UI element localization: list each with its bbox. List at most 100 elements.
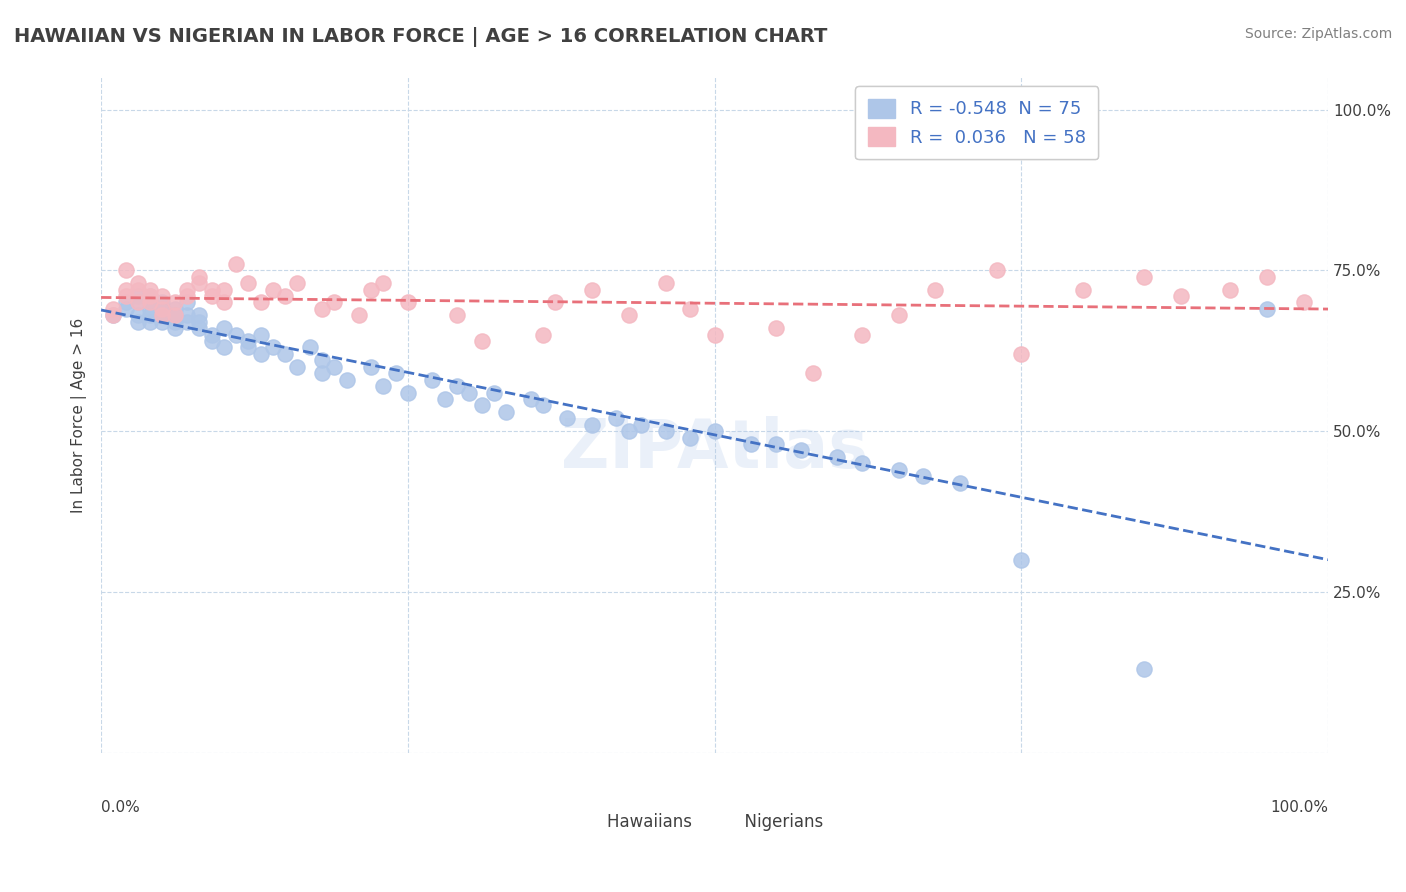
Point bbox=[801, 366, 824, 380]
Text: 100.0%: 100.0% bbox=[1270, 800, 1329, 815]
Point bbox=[127, 295, 149, 310]
Point bbox=[765, 321, 787, 335]
Point bbox=[323, 295, 346, 310]
Y-axis label: In Labor Force | Age > 16: In Labor Force | Age > 16 bbox=[72, 318, 87, 513]
Point bbox=[433, 392, 456, 406]
Point bbox=[114, 283, 136, 297]
Point bbox=[139, 295, 162, 310]
Point bbox=[335, 373, 357, 387]
Point bbox=[188, 276, 211, 290]
Point bbox=[986, 263, 1008, 277]
Point bbox=[103, 309, 125, 323]
Point bbox=[581, 283, 603, 297]
Point bbox=[152, 289, 174, 303]
Point bbox=[495, 405, 517, 419]
Point bbox=[446, 309, 468, 323]
Point bbox=[103, 309, 125, 323]
Point bbox=[163, 321, 186, 335]
Point bbox=[1256, 269, 1278, 284]
Point bbox=[287, 359, 309, 374]
Point bbox=[127, 276, 149, 290]
Point bbox=[212, 341, 235, 355]
Point bbox=[581, 417, 603, 432]
Point bbox=[274, 347, 297, 361]
Point bbox=[163, 301, 186, 316]
Point bbox=[176, 309, 198, 323]
Point bbox=[249, 347, 271, 361]
Point bbox=[262, 341, 284, 355]
Point bbox=[617, 309, 640, 323]
Point bbox=[274, 289, 297, 303]
Point bbox=[1010, 552, 1032, 566]
Point bbox=[311, 366, 333, 380]
Point bbox=[188, 269, 211, 284]
Point bbox=[470, 398, 492, 412]
Point bbox=[531, 398, 554, 412]
Point bbox=[544, 295, 567, 310]
Point bbox=[384, 366, 406, 380]
Point bbox=[1010, 347, 1032, 361]
Point bbox=[519, 392, 541, 406]
Point bbox=[654, 424, 676, 438]
Point bbox=[225, 327, 247, 342]
Point bbox=[630, 417, 652, 432]
Text: Hawaiians          Nigerians: Hawaiians Nigerians bbox=[606, 814, 823, 831]
Point bbox=[311, 301, 333, 316]
Point bbox=[114, 301, 136, 316]
Point bbox=[1256, 301, 1278, 316]
Point bbox=[176, 315, 198, 329]
Point bbox=[127, 315, 149, 329]
Point bbox=[176, 295, 198, 310]
Point bbox=[262, 283, 284, 297]
Point bbox=[789, 443, 811, 458]
Point bbox=[470, 334, 492, 348]
Point bbox=[163, 295, 186, 310]
Point bbox=[139, 289, 162, 303]
Point bbox=[103, 301, 125, 316]
Point bbox=[163, 309, 186, 323]
Point bbox=[482, 385, 505, 400]
Point bbox=[1170, 289, 1192, 303]
Point bbox=[679, 430, 702, 444]
Point bbox=[311, 353, 333, 368]
Legend: R = -0.548  N = 75, R =  0.036   N = 58: R = -0.548 N = 75, R = 0.036 N = 58 bbox=[855, 87, 1098, 160]
Point bbox=[238, 276, 260, 290]
Point bbox=[1292, 295, 1315, 310]
Point bbox=[827, 450, 849, 464]
Point bbox=[212, 321, 235, 335]
Point bbox=[127, 289, 149, 303]
Point bbox=[396, 385, 419, 400]
Point bbox=[887, 463, 910, 477]
Point bbox=[114, 289, 136, 303]
Point bbox=[163, 309, 186, 323]
Point bbox=[1133, 662, 1156, 676]
Point bbox=[1133, 269, 1156, 284]
Point bbox=[912, 469, 935, 483]
Point bbox=[323, 359, 346, 374]
Point bbox=[249, 327, 271, 342]
Point bbox=[1219, 283, 1241, 297]
Point bbox=[851, 456, 873, 470]
Point bbox=[127, 309, 149, 323]
Point bbox=[200, 289, 222, 303]
Point bbox=[287, 276, 309, 290]
Point bbox=[139, 295, 162, 310]
Point bbox=[152, 309, 174, 323]
Point bbox=[212, 283, 235, 297]
Point bbox=[152, 301, 174, 316]
Point bbox=[163, 315, 186, 329]
Point bbox=[557, 411, 579, 425]
Point bbox=[654, 276, 676, 290]
Point bbox=[225, 257, 247, 271]
Point bbox=[200, 327, 222, 342]
Point bbox=[765, 437, 787, 451]
Point bbox=[139, 283, 162, 297]
Point bbox=[114, 263, 136, 277]
Point bbox=[127, 295, 149, 310]
Text: Source: ZipAtlas.com: Source: ZipAtlas.com bbox=[1244, 27, 1392, 41]
Point bbox=[347, 309, 370, 323]
Point bbox=[373, 379, 395, 393]
Point bbox=[949, 475, 972, 490]
Point bbox=[458, 385, 481, 400]
Point bbox=[924, 283, 946, 297]
